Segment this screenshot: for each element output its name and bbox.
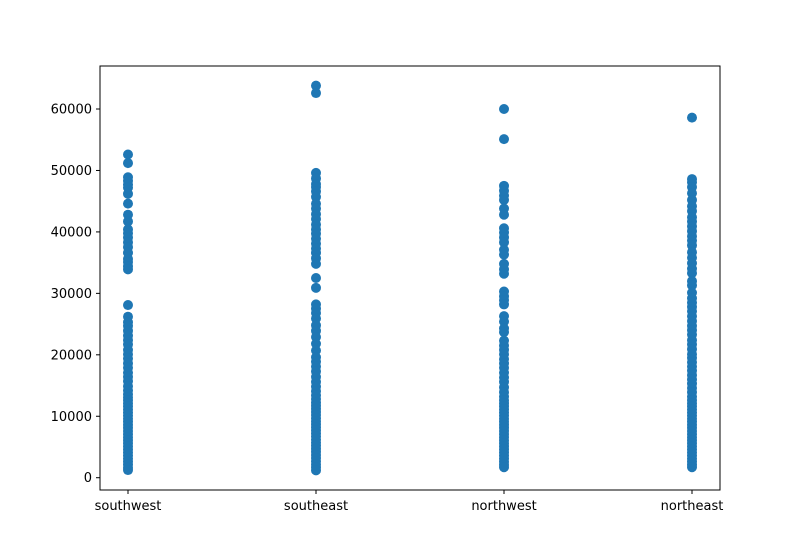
- y-tick-label: 30000: [51, 287, 92, 302]
- data-point-southwest: [123, 264, 133, 275]
- data-point-southeast: [311, 258, 321, 269]
- data-point-northwest: [499, 209, 509, 220]
- data-point-southwest: [123, 300, 133, 311]
- data-points: [123, 80, 697, 476]
- x-tick-label-northeast: northeast: [661, 499, 724, 514]
- data-point-northeast: [687, 112, 697, 123]
- y-tick-label: 20000: [51, 348, 92, 363]
- data-point-northeast: [687, 268, 697, 279]
- data-point-northwest: [499, 268, 509, 279]
- data-point-southwest: [123, 216, 133, 227]
- data-point-northwest: [499, 237, 509, 248]
- data-point-northwest: [499, 134, 509, 145]
- data-point-southwest: [123, 149, 133, 160]
- y-tick-label: 60000: [51, 103, 92, 118]
- data-point-southeast: [311, 465, 321, 476]
- data-point-southeast: [311, 273, 321, 283]
- x-tick-label-northwest: northwest: [471, 499, 536, 514]
- y-axis: 0 10000 20000 30000 40000 50000 60000: [51, 103, 100, 486]
- data-point-northwest: [499, 327, 509, 338]
- data-point-northeast: [687, 462, 697, 473]
- data-point-southwest: [123, 188, 133, 199]
- y-tick-label: 10000: [51, 410, 92, 425]
- data-point-northwest: [499, 104, 509, 115]
- y-tick-label: 50000: [51, 164, 92, 179]
- data-point-southwest: [123, 465, 133, 476]
- data-point-northwest: [499, 299, 509, 310]
- x-axis: southwest southeast northwest northeast: [95, 490, 724, 514]
- data-point-northwest: [499, 462, 509, 473]
- y-tick-label: 0: [84, 471, 92, 486]
- x-tick-label-southwest: southwest: [95, 499, 162, 514]
- data-point-southwest: [123, 158, 133, 169]
- data-point-northwest: [499, 249, 509, 260]
- data-point-northeast: [687, 280, 697, 291]
- x-tick-label-southeast: southeast: [284, 499, 348, 514]
- data-point-southeast: [311, 80, 321, 91]
- axes-frame: [99, 65, 721, 491]
- data-point-southeast: [311, 88, 321, 99]
- data-point-southeast: [311, 282, 321, 293]
- data-point-southwest: [123, 198, 133, 209]
- data-point-northwest: [499, 194, 509, 205]
- y-tick-label: 40000: [51, 225, 92, 240]
